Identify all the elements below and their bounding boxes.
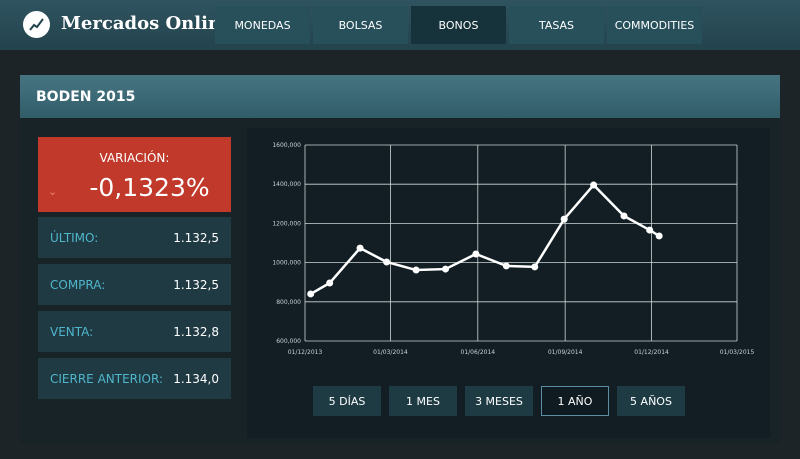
period-button[interactable]: 5 AÑOS (617, 386, 685, 416)
y-tick-label: 1200,000 (272, 220, 301, 227)
stat-row: COMPRA: 1.132,5 (38, 264, 231, 305)
nav-item[interactable]: COMMODITIES (607, 6, 702, 44)
stat-label: CIERRE ANTERIOR: (50, 372, 164, 386)
stat-label: VENTA: (50, 325, 94, 339)
x-tick-label: 01/06/2014 (461, 349, 496, 356)
x-tick-label: 01/03/2014 (373, 349, 408, 356)
point (620, 212, 628, 220)
stat-row: CIERRE ANTERIOR: 1.134,0 (38, 358, 231, 399)
stat-value: 1.132,5 (173, 231, 219, 245)
panel-title: BODEN 2015 (20, 75, 780, 118)
nav-item[interactable]: BOLSAS (313, 6, 408, 44)
stat-value: 1.132,5 (173, 278, 219, 292)
variation-box: VARIACIÓN: ⌄ -0,1323% (38, 137, 231, 212)
point (655, 232, 663, 240)
point (590, 181, 598, 189)
variation-label: VARIACIÓN: (99, 151, 170, 165)
brand[interactable]: Mercados Online (61, 13, 233, 34)
logo[interactable] (23, 11, 50, 38)
y-tick-label: 800,000 (276, 299, 301, 306)
stat-value: 1.132,8 (173, 325, 219, 339)
variation-value: -0,1323% (89, 173, 210, 202)
point (383, 258, 391, 266)
x-tick-label: 01/12/2013 (288, 349, 323, 356)
period-button[interactable]: 5 DÍAS (313, 386, 381, 416)
point (472, 250, 480, 258)
point (646, 226, 654, 234)
stat-row: ÚLTIMO: 1.132,5 (38, 217, 231, 258)
stat-value: 1.134,0 (173, 372, 219, 386)
y-tick-label: 1600,000 (272, 142, 301, 149)
logo-icon (29, 18, 44, 31)
point (412, 266, 420, 274)
stat-row: VENTA: 1.132,8 (38, 311, 231, 352)
point (442, 265, 450, 273)
top-bar: Mercados Online MONEDAS BOLSAS BONOS TASAS C… (0, 0, 800, 50)
x-tick-label: 01/09/2014 (548, 349, 583, 356)
period-button[interactable]: 1 MES (389, 386, 457, 416)
stat-label: COMPRA: (50, 278, 106, 292)
nav-item[interactable]: TASAS (509, 6, 604, 44)
y-tick-label: 1400,000 (272, 181, 301, 188)
nav-item[interactable]: BONOS (411, 6, 506, 44)
point (326, 279, 334, 287)
down-arrow: ⌄ (48, 185, 58, 198)
y-tick-label: 1000,000 (272, 260, 301, 267)
x-tick-label: 01/12/2014 (634, 349, 669, 356)
x-tick-label: 01/03/2015 (720, 349, 755, 356)
stat-label: ÚLTIMO: (50, 231, 99, 245)
point (307, 290, 315, 298)
chart: 600,000 800,000 1000,000 1200,000 1400,000 16… (272, 142, 755, 356)
panel: BODEN 2015 VARIACIÓN: ⌄ -0,1323% ÚLTIMO:… (20, 75, 780, 443)
point (356, 244, 364, 252)
line (310, 183, 660, 296)
point (560, 215, 568, 223)
point (531, 263, 539, 271)
period-button[interactable]: 3 MESES (465, 386, 533, 416)
nav-item[interactable]: MONEDAS (215, 6, 310, 44)
period-button[interactable]: 1 AÑO (541, 386, 609, 416)
y-tick-label: 600,000 (276, 338, 301, 345)
point (502, 262, 510, 270)
